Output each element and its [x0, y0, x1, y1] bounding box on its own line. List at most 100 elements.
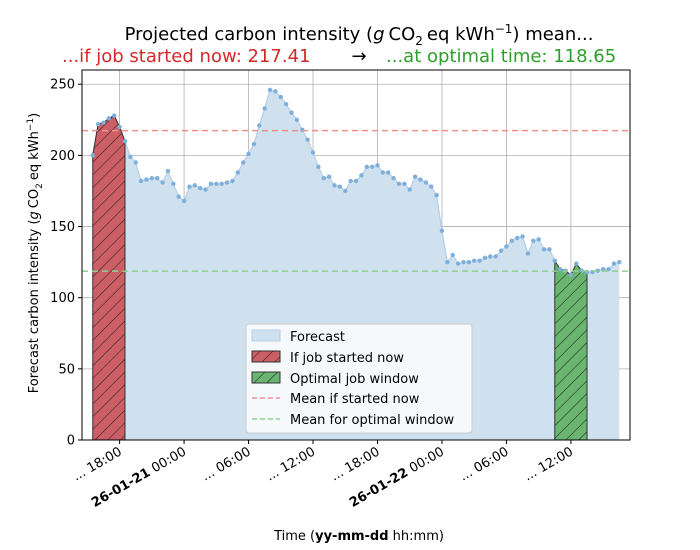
forecast-point	[203, 187, 208, 192]
legend-mean-now-label: Mean if started now	[290, 392, 420, 407]
forecast-point	[455, 261, 461, 266]
subtitle-optimal: ...at optimal time: 118.65	[386, 46, 616, 67]
forecast-point	[219, 181, 224, 187]
forecast-point	[600, 267, 606, 272]
forecast-point	[251, 141, 257, 147]
forecast-point	[547, 247, 552, 252]
forecast-point	[509, 238, 515, 243]
forecast-point	[343, 188, 348, 194]
forecast-point	[326, 174, 332, 179]
forecast-point	[380, 170, 386, 175]
x-tick-label: ... 18:00	[70, 444, 124, 484]
forecast-point	[235, 170, 241, 175]
forecast-point	[278, 94, 283, 100]
forecast-point	[488, 254, 493, 259]
y-axis-label: Forecast carbon intensity (gCO2eq kWh−1)	[26, 113, 45, 393]
legend-optimal-label: Optimal job window	[290, 372, 419, 387]
forecast-point	[224, 180, 230, 185]
forecast-point	[391, 175, 396, 181]
subtitle-now: ...if job started now: 217.41	[62, 46, 310, 67]
forecast-point	[305, 137, 310, 142]
legend-forecast-swatch	[251, 329, 281, 342]
forecast-point	[412, 174, 418, 179]
forecast-point	[171, 181, 176, 187]
forecast-point	[95, 121, 101, 127]
y-tick-label: 100	[50, 291, 75, 306]
optimal-window-hatch	[554, 260, 588, 440]
chart-title: Projected carbon intensity (g CO2 eq kWh−1…	[125, 22, 594, 48]
forecast-point	[246, 151, 251, 157]
forecast-point	[90, 153, 95, 158]
forecast-point	[214, 181, 219, 187]
forecast-point	[407, 187, 412, 192]
forecast-point	[611, 261, 617, 266]
forecast-point	[337, 184, 343, 189]
legend-now-label: If job started now	[290, 351, 404, 366]
forecast-point	[165, 168, 171, 174]
forecast-point	[112, 113, 117, 118]
y-tick-label: 50	[58, 362, 75, 377]
y-tick-label: 150	[50, 220, 75, 235]
forecast-point	[160, 180, 165, 185]
forecast-point	[176, 194, 181, 199]
forecast-point	[482, 255, 488, 261]
forecast-point	[498, 248, 504, 253]
forecast-point	[101, 120, 106, 125]
forecast-point	[310, 150, 316, 155]
forecast-point	[429, 184, 434, 189]
forecast-point	[149, 175, 155, 181]
forecast-point	[402, 181, 407, 187]
forecast-point	[450, 252, 455, 258]
forecast-point	[461, 259, 466, 265]
forecast-point	[359, 173, 364, 178]
subtitle-arrow: →	[351, 46, 366, 67]
forecast-area	[92, 89, 620, 440]
forecast-point	[606, 267, 611, 272]
forecast-point	[208, 181, 214, 187]
legend-optimal-hatch	[252, 372, 280, 383]
forecast-point	[353, 178, 359, 184]
forecast-point	[283, 101, 289, 107]
forecast-point	[369, 164, 375, 169]
forecast-point	[423, 180, 429, 185]
y-axis-ticks: 0 50 100 150 200 250	[50, 78, 82, 449]
forecast-point	[294, 117, 300, 123]
axes-frame	[81, 69, 631, 441]
forecast-point	[552, 258, 557, 263]
plot-area	[90, 87, 622, 440]
forecast-point	[316, 164, 321, 169]
legend-mean-opt-label: Mean for optimal window	[290, 413, 455, 428]
x-axis-label: Time (yy-mm-dd hh:mm)	[273, 529, 444, 544]
forecast-point	[520, 234, 525, 239]
forecast-point	[536, 237, 541, 242]
x-tick-label: ... 12:00	[264, 444, 318, 484]
now-window-hatch	[92, 115, 125, 440]
forecast-point	[138, 178, 144, 184]
forecast-point	[375, 163, 380, 168]
forecast-point	[466, 259, 472, 265]
forecast-point	[568, 272, 574, 278]
forecast-point	[617, 259, 622, 265]
forecast-point	[155, 175, 160, 181]
y-tick-label: 0	[67, 434, 75, 449]
forecast-point	[364, 164, 369, 169]
forecast-point	[531, 238, 536, 243]
legend-forecast-label: Forecast	[290, 330, 345, 345]
forecast-point	[445, 259, 450, 265]
x-tick-label: ... 12:00	[522, 444, 576, 484]
forecast-point	[192, 183, 198, 188]
forecast-point	[144, 177, 149, 182]
forecast-point	[321, 175, 326, 181]
forecast-point	[122, 138, 128, 144]
forecast-point	[348, 178, 353, 184]
forecast-point	[262, 106, 267, 111]
x-tick-label: ... 06:00	[457, 444, 511, 484]
x-tick-label: ... 06:00	[199, 444, 253, 484]
forecast-point	[197, 185, 203, 191]
forecast-point	[439, 228, 445, 234]
forecast-point	[273, 89, 278, 94]
y-tick-label: 250	[50, 78, 75, 93]
forecast-point	[574, 261, 579, 266]
